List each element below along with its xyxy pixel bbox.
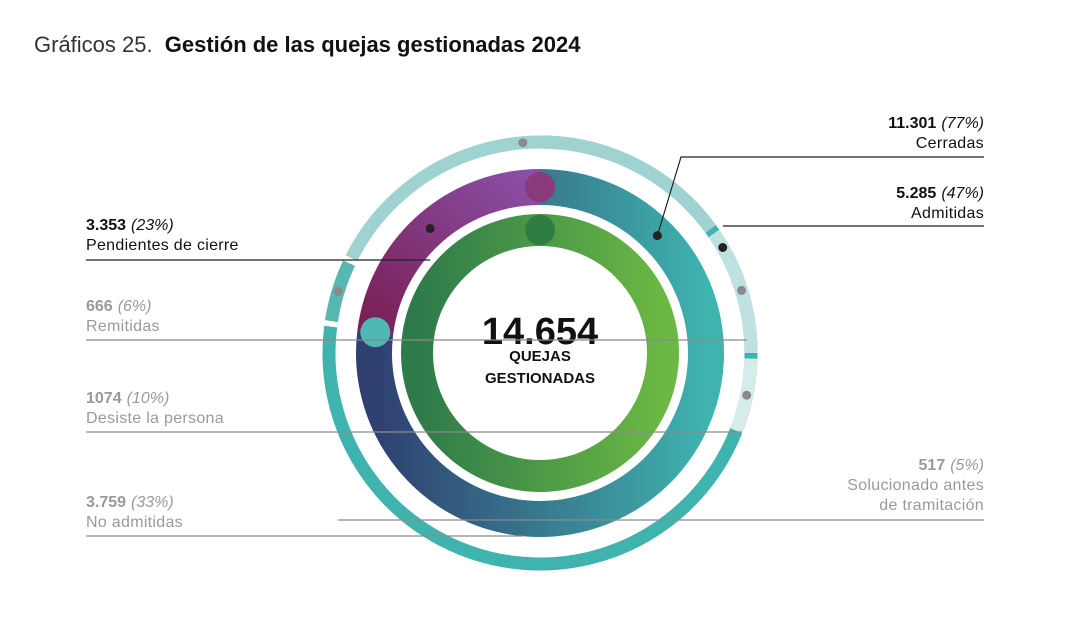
dot-no_admitidas — [518, 138, 528, 148]
dot-desiste — [737, 285, 747, 295]
value-cerradas: 11.301 (77%) — [888, 115, 984, 132]
chart-title: Gráficos 25. Gestión de las quejas gesti… — [34, 32, 581, 57]
label-pendientes: 3.353 (23%) Pendientes de cierre — [86, 217, 435, 261]
value-pct-remitidas: (6%) — [118, 298, 152, 315]
text-solucionado-1: de tramitación — [879, 497, 984, 514]
center-number: 14.654 — [482, 311, 598, 353]
center-line2: GESTIONADAS — [485, 370, 595, 387]
text-pendientes: Pendientes de cierre — [86, 237, 239, 254]
bubble-admitidas — [360, 317, 391, 348]
dot-remitidas — [742, 390, 752, 400]
value-number-cerradas: 11.301 — [888, 115, 936, 132]
value-pct-solucionado: (5%) — [950, 457, 984, 474]
text-remitidas: Remitidas — [86, 318, 160, 335]
dot-solucionado — [333, 286, 343, 296]
value-pct-cerradas: (77%) — [941, 115, 984, 132]
leader-cerradas — [656, 156, 984, 236]
text-cerradas: Cerradas — [916, 135, 984, 152]
value-number-pendientes: 3.353 — [86, 217, 126, 234]
value-pct-no_admitidas: (33%) — [131, 494, 174, 511]
value-no_admitidas: 3.759 (33%) — [86, 494, 174, 511]
value-pct-admitidas: (47%) — [941, 185, 984, 202]
title-prefix: Gráficos 25. — [34, 32, 153, 57]
value-pct-pendientes: (23%) — [131, 217, 174, 234]
value-solucionado: 517 (5%) — [919, 457, 984, 474]
label-admitidas: 5.285 (47%) Admitidas — [718, 185, 984, 252]
value-desiste: 1074 (10%) — [86, 390, 169, 407]
value-admitidas: 5.285 (47%) — [896, 185, 984, 202]
label-cerradas: 11.301 (77%) Cerradas — [652, 115, 984, 241]
bubble-total — [525, 215, 555, 245]
value-number-no_admitidas: 3.759 — [86, 494, 126, 511]
dot-cerradas — [652, 231, 662, 241]
label-desiste: 1074 (10%) Desiste la persona — [86, 285, 747, 433]
value-number-admitidas: 5.285 — [896, 185, 936, 202]
text-admitidas: Admitidas — [911, 205, 984, 222]
label-solucionado: 517 (5%) Solucionado antes de tramitación — [333, 286, 984, 521]
value-number-remitidas: 666 — [86, 298, 113, 315]
value-pendientes: 3.353 (23%) — [86, 217, 174, 234]
label-remitidas: 666 (6%) Remitidas — [86, 298, 752, 400]
label-no_admitidas: 3.759 (33%) No admitidas — [86, 138, 528, 537]
center-line1: QUEJAS — [509, 348, 571, 365]
text-no_admitidas: No admitidas — [86, 514, 183, 531]
text-desiste: Desiste la persona — [86, 410, 224, 427]
dot-pendientes — [425, 223, 435, 233]
value-number-solucionado: 517 — [919, 457, 946, 474]
bubble-pendientes — [525, 172, 555, 202]
value-remitidas: 666 (6%) — [86, 298, 151, 315]
value-number-desiste: 1074 — [86, 390, 122, 407]
text-solucionado: Solucionado antes — [847, 477, 984, 494]
value-pct-desiste: (10%) — [127, 390, 170, 407]
dot-admitidas — [718, 243, 728, 252]
title-main: Gestión de las quejas gestionadas 2024 — [165, 32, 581, 57]
labels: 11.301 (77%) Cerradas 5.285 (47%) Admitidas 3.… — [86, 115, 984, 537]
